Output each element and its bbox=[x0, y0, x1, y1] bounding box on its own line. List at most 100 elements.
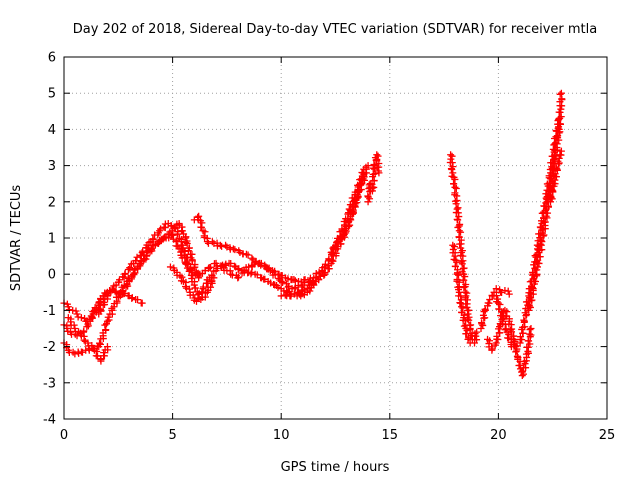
data-point-fill bbox=[553, 140, 561, 148]
data-point-fill bbox=[231, 246, 239, 254]
x-axis-label: GPS time / hours bbox=[281, 460, 390, 475]
data-point-fill bbox=[519, 329, 527, 337]
y-tick-label: 5 bbox=[48, 87, 56, 102]
data-point-fill bbox=[453, 258, 461, 266]
data-point-fill bbox=[281, 291, 289, 299]
data-point-fill bbox=[454, 223, 462, 231]
data-point-fill bbox=[134, 296, 142, 304]
data-point-fill bbox=[527, 331, 535, 339]
data-point-fill bbox=[454, 216, 462, 224]
data-point-fill bbox=[173, 230, 181, 238]
x-tick-label: 0 bbox=[60, 428, 68, 443]
data-point-fill bbox=[287, 292, 295, 300]
data-point bbox=[77, 314, 85, 322]
data-point bbox=[512, 343, 520, 351]
data-point-fill bbox=[137, 258, 145, 266]
data-point bbox=[486, 296, 494, 304]
y-tick-label: 0 bbox=[48, 268, 56, 283]
data-point-fill bbox=[191, 284, 199, 292]
data-point-fill bbox=[240, 267, 248, 275]
data-point-fill bbox=[550, 179, 558, 187]
data-point-fill bbox=[271, 271, 279, 279]
data-point-fill bbox=[80, 336, 88, 344]
data-point-fill bbox=[130, 266, 138, 274]
data-point-fill bbox=[496, 329, 504, 337]
x-tick-label: 25 bbox=[599, 428, 616, 443]
data-point-fill bbox=[102, 326, 110, 334]
data-point-fill bbox=[182, 284, 190, 292]
data-point-fill bbox=[101, 321, 109, 329]
data-point-fill bbox=[139, 247, 147, 255]
data-point bbox=[160, 234, 168, 242]
data-point-fill bbox=[321, 260, 329, 268]
data-point-fill bbox=[465, 334, 473, 342]
x-tick-label: 20 bbox=[490, 428, 507, 443]
data-point-fill bbox=[455, 271, 463, 279]
data-point-fill bbox=[147, 246, 155, 254]
data-point-fill bbox=[370, 177, 378, 185]
data-point-fill bbox=[552, 164, 560, 172]
data-point-fill bbox=[325, 255, 333, 263]
data-point-fill bbox=[126, 264, 134, 272]
data-point-fill bbox=[460, 284, 468, 292]
data-point-fill bbox=[556, 114, 564, 122]
data-point-fill bbox=[456, 240, 464, 248]
data-point bbox=[455, 227, 463, 235]
data-point-fill bbox=[556, 151, 564, 159]
data-point-fill bbox=[184, 260, 192, 268]
data-point-fill bbox=[197, 223, 205, 231]
chart-title: Day 202 of 2018, Sidereal Day-to-day VTE… bbox=[73, 22, 597, 37]
data-point-fill bbox=[548, 186, 556, 194]
data-point-fill bbox=[452, 185, 460, 193]
data-point-fill bbox=[515, 362, 523, 370]
data-point-fill bbox=[557, 105, 565, 113]
x-tick-label: 15 bbox=[382, 428, 399, 443]
data-point-fill bbox=[133, 253, 141, 261]
y-tick-label: 2 bbox=[48, 195, 56, 210]
data-point bbox=[166, 263, 174, 271]
data-point-fill bbox=[100, 352, 108, 360]
data-point-fill bbox=[96, 339, 104, 347]
data-point-fill bbox=[526, 326, 534, 334]
data-point bbox=[464, 335, 472, 343]
data-point-fill bbox=[248, 254, 256, 262]
data-point-fill bbox=[161, 233, 169, 241]
data-point-fill bbox=[308, 277, 316, 285]
data-point-fill bbox=[473, 336, 481, 344]
data-point bbox=[557, 147, 565, 155]
data-point-fill bbox=[115, 276, 123, 284]
data-point-fill bbox=[484, 299, 492, 307]
data-point-fill bbox=[207, 263, 215, 271]
data-point-fill bbox=[524, 343, 532, 351]
data-point-fill bbox=[541, 218, 549, 226]
data-point-fill bbox=[208, 238, 216, 246]
y-axis-label: SDTVAR / TECUs bbox=[9, 185, 24, 292]
data-point-fill bbox=[368, 180, 376, 188]
data-point-fill bbox=[74, 313, 82, 321]
data-point-fill bbox=[556, 90, 564, 98]
data-point-fill bbox=[97, 356, 105, 364]
data-point-fill bbox=[348, 207, 356, 215]
data-point bbox=[375, 169, 383, 177]
data-point-fill bbox=[171, 224, 179, 232]
y-tick-label: -4 bbox=[43, 413, 56, 428]
y-tick-label: 6 bbox=[48, 51, 56, 66]
data-point bbox=[453, 205, 461, 213]
data-point bbox=[364, 162, 372, 170]
data-point bbox=[466, 339, 474, 347]
data-point bbox=[520, 317, 528, 325]
data-point bbox=[103, 343, 111, 351]
data-point bbox=[234, 274, 242, 282]
data-point-fill bbox=[182, 283, 190, 291]
data-point-fill bbox=[157, 225, 165, 233]
data-point-fill bbox=[193, 271, 201, 279]
data-point-fill bbox=[492, 292, 500, 300]
data-point-fill bbox=[208, 271, 216, 279]
data-point-fill bbox=[300, 286, 308, 294]
data-point-fill bbox=[448, 165, 456, 173]
data-point-fill bbox=[459, 257, 467, 265]
data-point-fill bbox=[504, 287, 512, 295]
data-point-fill bbox=[528, 284, 536, 292]
data-point-fill bbox=[463, 330, 471, 338]
